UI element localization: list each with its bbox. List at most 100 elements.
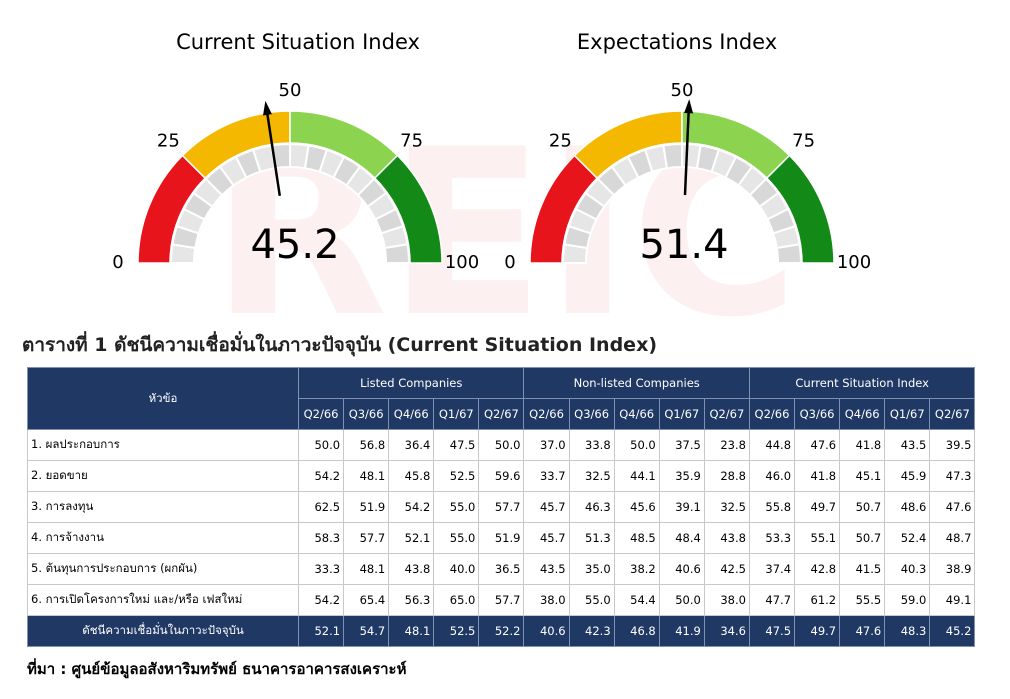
cell: 33.3 (297, 553, 345, 585)
cell: 54.2 (388, 491, 435, 523)
gauge-needle-head (684, 99, 694, 114)
row-label: 1. ผลประกอบการ (27, 429, 299, 461)
cell: 49.7 (794, 491, 841, 523)
group-header: Listed Companies (297, 367, 525, 399)
table-row: 2. ยอดขาย 54.2 48.1 45.8 52.5 59.6 33.7 32.5 44.… (27, 460, 976, 492)
source: ที่มา : ศูนย์ข้อมูลอสังหาริมทรัพย์ ธนาคา… (27, 660, 407, 678)
cell: 23.8 (703, 429, 750, 461)
cell: 47.3 (929, 460, 976, 492)
gauge-value: 45.2 (250, 222, 339, 268)
cell: 48.1 (343, 460, 390, 492)
cell: 43.8 (388, 553, 435, 585)
cell: 40.6 (658, 553, 705, 585)
cell: 55.0 (433, 522, 480, 554)
cell: 48.4 (658, 522, 705, 554)
quarter-header: Q4/66 (388, 398, 435, 430)
cell: 47.6 (839, 615, 886, 647)
cell: 32.5 (703, 491, 750, 523)
gauges: REIC Current Situation Index025507510045… (112, 30, 871, 330)
cell: 39.1 (658, 491, 705, 523)
gauge-tick-label: 0 (504, 252, 515, 273)
cell: 52.5 (433, 615, 480, 647)
cell: 41.5 (839, 553, 886, 585)
cell: 45.7 (523, 522, 570, 554)
gauge-segment (775, 243, 803, 264)
quarter-header: Q4/66 (613, 398, 660, 430)
gauge-tick-label: 50 (279, 80, 302, 101)
cell: 50.7 (839, 522, 886, 554)
cell: 37.0 (523, 429, 570, 461)
cell: 55.5 (839, 584, 886, 616)
cell: 57.7 (478, 491, 525, 523)
cell: 47.6 (794, 429, 841, 461)
gauge-tick-label: 50 (671, 80, 694, 101)
gauge-segment (383, 243, 411, 264)
cell: 52.1 (388, 522, 435, 554)
cell: 45.1 (839, 460, 886, 492)
gauge-title: Expectations Index (577, 30, 777, 54)
cell: 46.8 (613, 615, 660, 647)
cell: 50.0 (478, 429, 525, 461)
table-row: 5. ต้นทุนการประกอบการ (ผกผัน) 33.3 48.1 43.… (27, 553, 976, 585)
header-row: หัวข้อ Listed Companies Non-listed Compani… (27, 367, 976, 430)
cell: 50.0 (658, 584, 705, 616)
cell: 44.8 (748, 429, 796, 461)
cell: 38.9 (929, 553, 976, 585)
cell: 48.5 (613, 522, 660, 554)
cell: 52.2 (478, 615, 525, 647)
gauge-needle-head (263, 100, 272, 116)
cell: 37.5 (658, 429, 705, 461)
cell: 45.8 (388, 460, 435, 492)
cell: 47.6 (929, 491, 976, 523)
cell: 42.3 (568, 615, 615, 647)
cell: 47.5 (433, 429, 480, 461)
cell: 38.2 (613, 553, 660, 585)
quarter-header: Q2/67 (703, 398, 750, 430)
cell: 36.5 (478, 553, 525, 585)
total-label: ดัชนีความเชื่อมั่นในภาวะปัจจุบัน (27, 615, 299, 647)
cell: 55.0 (433, 491, 480, 523)
cell: 54.4 (613, 584, 660, 616)
cell: 45.6 (613, 491, 660, 523)
cell: 57.7 (343, 522, 390, 554)
cell: 41.8 (839, 429, 886, 461)
group-header: Current Situation Index (748, 367, 976, 399)
gauge-value: 51.4 (639, 222, 728, 268)
cell: 34.6 (703, 615, 750, 647)
quarter-header: Q1/67 (658, 398, 705, 430)
quarter-header: Q3/66 (343, 398, 390, 430)
cell: 62.5 (297, 491, 345, 523)
row-label: 4. การจ้างงาน (27, 522, 299, 554)
table: หัวข้อ Listed Companies Non-listed Compani… (27, 367, 976, 647)
gauge-title: Current Situation Index (176, 30, 420, 54)
quarter-header: Q1/67 (884, 398, 931, 430)
cell: 49.1 (929, 584, 976, 616)
table-row: 3. การลงทุน 62.5 51.9 54.2 55.0 57.7 45.7 46.3 4… (27, 491, 976, 523)
gauge-tick-label: 100 (445, 252, 479, 273)
cell: 65.4 (343, 584, 390, 616)
topic-header: หัวข้อ (27, 367, 299, 430)
gauge-segment (662, 142, 683, 170)
quarter-header: Q4/66 (839, 398, 886, 430)
row-label: 3. การลงทุน (27, 491, 299, 523)
cell: 52.1 (297, 615, 345, 647)
cell: 37.4 (748, 553, 796, 585)
quarter-header: Q2/67 (929, 398, 976, 430)
cell: 48.3 (884, 615, 931, 647)
cell: 57.7 (478, 584, 525, 616)
row-label: 5. ต้นทุนการประกอบการ (ผกผัน) (27, 553, 299, 585)
cell: 33.7 (523, 460, 570, 492)
cell: 55.8 (748, 491, 796, 523)
cell: 56.3 (388, 584, 435, 616)
cell: 46.0 (748, 460, 796, 492)
cell: 40.3 (884, 553, 931, 585)
table-row: 4. การจ้างงาน 58.3 57.7 52.1 55.0 51.9 45.7 51.… (27, 522, 976, 554)
cell: 28.8 (703, 460, 750, 492)
quarter-header: Q2/66 (297, 398, 345, 430)
cell: 55.0 (568, 584, 615, 616)
cell: 42.5 (703, 553, 750, 585)
cell: 45.2 (929, 615, 976, 647)
cell: 48.6 (884, 491, 931, 523)
cell: 48.1 (343, 553, 390, 585)
